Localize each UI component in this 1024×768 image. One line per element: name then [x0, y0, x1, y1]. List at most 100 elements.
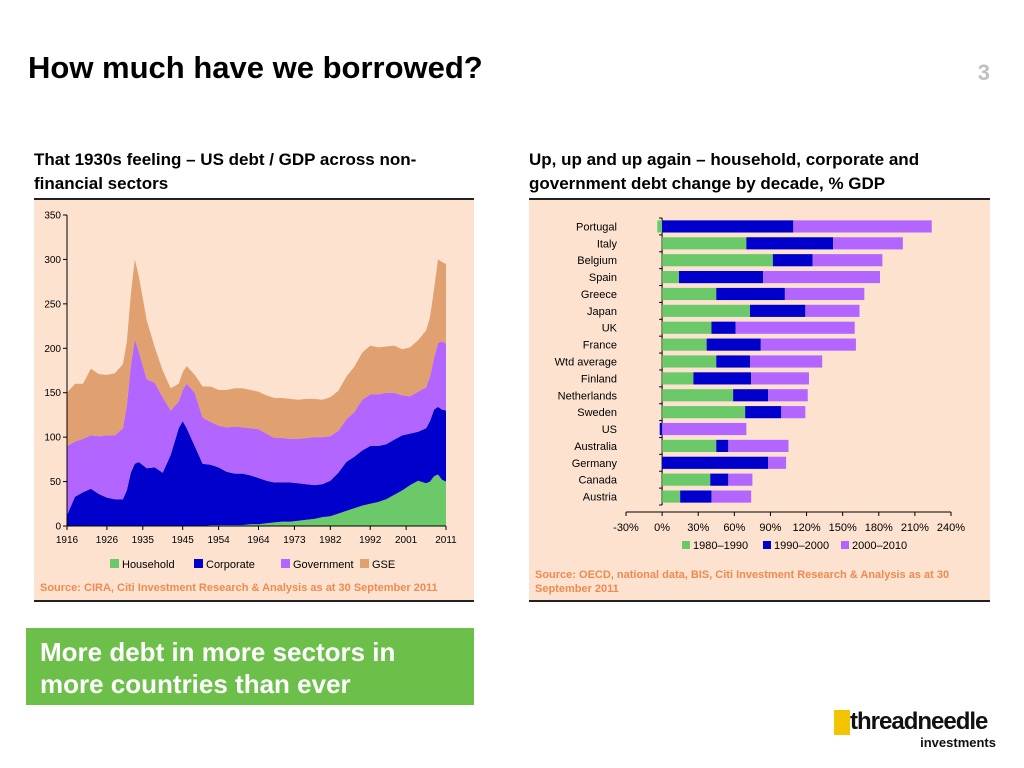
area-chart: 0 50 100 150 200 250 300 350 1916 1926 1935 1945 195… — [44, 211, 457, 572]
x-tick-label: 90% — [759, 522, 781, 534]
bar-chart: Portugal Italy Belgium Spain Greece Japan UK Fr… — [555, 217, 965, 552]
x-tick-label: -30% — [613, 522, 639, 534]
bar-uk-1980-1990 — [662, 321, 712, 334]
bar-spain-2000-2010 — [763, 271, 880, 284]
bar-italy-2000-2010 — [833, 237, 903, 250]
category-label-sweden: Sweden — [577, 407, 617, 419]
legend-label-gse: GSE — [372, 559, 395, 571]
bar-austria-1990-2000 — [680, 490, 712, 503]
logo-wordmark: threadneedle — [850, 708, 988, 735]
category-label-finland: Finland — [581, 373, 617, 385]
bar-chart-source: Source: OECD, national data, BIS, Citi I… — [535, 569, 950, 595]
bar-spain-1980-1990 — [662, 271, 679, 284]
bar-france-2000-2010 — [760, 338, 856, 351]
category-label-italy: Italy — [597, 238, 618, 250]
y-tick-label: 300 — [44, 255, 61, 266]
x-tick-label: 1954 — [207, 535, 230, 546]
category-label-france: France — [583, 340, 617, 352]
bar-uk-1990-2000 — [711, 321, 736, 334]
category-label-uk: UK — [602, 323, 618, 335]
x-tick-label: 2011 — [435, 535, 457, 546]
bar-finland-1990-2000 — [693, 372, 752, 385]
bar-greece-1990-2000 — [716, 287, 785, 301]
bar-portugal-2000-2010 — [793, 220, 932, 233]
y-tick-label: 100 — [44, 433, 61, 444]
x-tick-label: 1916 — [56, 535, 79, 546]
bar-spain-1990-2000 — [678, 271, 764, 284]
bar-greece-1980-1990 — [662, 287, 717, 301]
bar-japan-1980-1990 — [662, 304, 750, 317]
x-tick-label: 30% — [687, 522, 709, 534]
bar-finland-2000-2010 — [751, 372, 809, 385]
bar-canada-1990-2000 — [710, 473, 729, 486]
bar-austria-2000-2010 — [711, 490, 752, 503]
bar-australia-2000-2010 — [728, 439, 789, 452]
bar-japan-1990-2000 — [749, 304, 806, 317]
category-label-us: US — [602, 424, 617, 436]
bar-sweden-1990-2000 — [745, 406, 782, 419]
bar-netherlands-2000-2010 — [768, 389, 808, 402]
bar-belgium-1980-1990 — [662, 254, 773, 267]
category-label-belgium: Belgium — [577, 255, 617, 267]
x-tick-label: 60% — [723, 522, 745, 534]
category-label-greece: Greece — [581, 289, 617, 301]
bar-greece-2000-2010 — [784, 287, 865, 301]
category-label-australia: Australia — [574, 441, 618, 453]
bar-italy-1980-1990 — [662, 237, 747, 250]
bar-canada-2000-2010 — [728, 473, 753, 486]
bar-germany-1990-2000 — [662, 456, 769, 469]
legend-swatch-corporate — [194, 559, 203, 568]
page-number: 3 — [977, 60, 990, 85]
bar-austria-1980-1990 — [662, 490, 681, 503]
legend-swatch-1980-1990 — [682, 541, 690, 549]
bar-chart-panel: Portugal Italy Belgium Spain Greece Japan UK Fr… — [529, 198, 990, 602]
bar-us-2000-2010 — [662, 422, 747, 436]
bar-netherlands-1990-2000 — [733, 389, 769, 402]
logo-square-mark — [834, 710, 850, 735]
y-tick-label: 0 — [55, 522, 61, 533]
legend-swatch-2000-2010 — [841, 541, 849, 549]
bar-australia-1990-2000 — [716, 439, 729, 452]
bar-japan-2000-2010 — [805, 304, 860, 317]
y-tick-label: 200 — [44, 344, 61, 355]
x-tick-label: 1945 — [172, 535, 195, 546]
legend-swatch-government — [281, 559, 290, 568]
legend-label-1980-1990: 1980–1990 — [693, 540, 748, 552]
bar-canada-1980-1990 — [662, 473, 711, 486]
x-tick-label: 150% — [829, 522, 857, 534]
legend-swatch-gse — [360, 559, 369, 568]
bar-belgium-2000-2010 — [812, 254, 883, 267]
bar-uk-2000-2010 — [735, 321, 855, 334]
bar-wtd-average-1990-2000 — [716, 355, 750, 368]
logo-tagline: investments — [920, 735, 996, 750]
area-chart-title: That 1930s feeling – US debt / GDP acros… — [34, 150, 417, 193]
bar-netherlands-1980-1990 — [662, 389, 734, 402]
category-label-wtd-average: Wtd average — [555, 357, 617, 369]
area-series-corporate — [67, 406, 446, 526]
callout-text: More debt in more sectors in more countr… — [40, 637, 396, 699]
bar-wtd-average-1980-1990 — [662, 355, 717, 368]
bar-germany-2000-2010 — [768, 456, 787, 469]
x-tick-label: 1973 — [283, 535, 306, 546]
slide-title: How much have we borrowed? — [28, 50, 483, 85]
x-tick-label: 1935 — [132, 535, 155, 546]
bar-italy-1990-2000 — [746, 237, 834, 250]
x-tick-label: 210% — [901, 522, 929, 534]
y-tick-label: 350 — [44, 211, 61, 222]
y-tick-label: 150 — [44, 388, 61, 399]
area-chart-panel: 0 50 100 150 200 250 300 350 1916 1926 1935 1945 195… — [34, 198, 474, 602]
area-series-gse — [67, 259, 446, 446]
area-chart-source: Source: CIRA, Citi Investment Research &… — [40, 582, 438, 594]
category-label-spain: Spain — [589, 272, 617, 284]
area-series-household — [67, 474, 446, 526]
category-label-canada: Canada — [578, 475, 617, 487]
category-label-portugal: Portugal — [576, 221, 617, 233]
bar-portugal-1980-1990 — [657, 220, 663, 233]
x-tick-label: 1982 — [319, 535, 342, 546]
bar-australia-1980-1990 — [662, 439, 717, 452]
x-tick-label: 120% — [792, 522, 820, 534]
bar-chart-title: Up, up and up again – household, corpora… — [529, 150, 920, 193]
category-label-germany: Germany — [572, 458, 618, 470]
x-tick-label: 1964 — [247, 535, 270, 546]
y-tick-label: 250 — [44, 299, 61, 310]
